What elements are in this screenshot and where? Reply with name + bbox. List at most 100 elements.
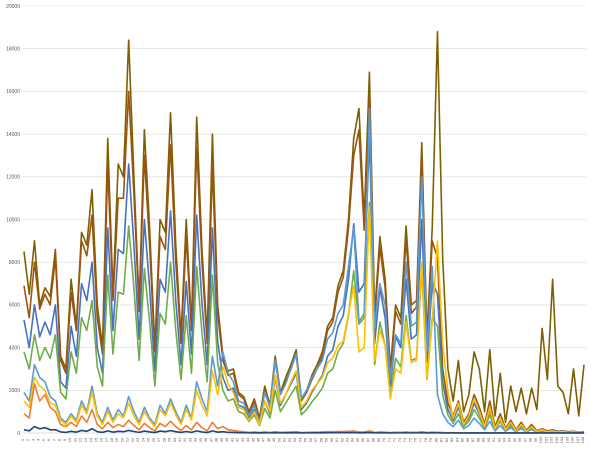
- x-tick-label: 95: [512, 437, 517, 442]
- y-tick-label: 4000: [9, 345, 20, 351]
- x-tick-label: 26: [151, 437, 156, 442]
- y-tick-label: 0: [17, 431, 20, 437]
- x-tick-label: 107: [575, 436, 580, 443]
- x-tick-label: 13: [83, 437, 88, 442]
- x-tick-label: 105: [564, 436, 569, 443]
- x-tick-label: 85: [460, 437, 465, 442]
- x-tick-label: 8: [57, 438, 62, 441]
- x-tick-label: 65: [355, 437, 360, 442]
- x-tick-label: 28: [161, 437, 166, 442]
- x-tick-label: 67: [365, 437, 370, 442]
- y-tick-label: 14000: [6, 132, 20, 138]
- x-tick-label: 82: [444, 437, 449, 442]
- x-tick-label: 11: [72, 437, 77, 442]
- x-tick-label: 59: [324, 437, 329, 442]
- x-tick-label: 62: [339, 437, 344, 442]
- x-tick-label: 70: [381, 437, 386, 442]
- x-tick-label: 94: [507, 437, 512, 442]
- x-tick-label: 102: [549, 436, 554, 443]
- x-tick-label: 71: [386, 437, 391, 442]
- x-tick-label: 15: [93, 437, 98, 442]
- series-line-4: [23, 201, 585, 434]
- x-axis: 1 2 3 4 5 6 7 8 9 10 11 12 13 14 15 16 17 18 19 20 21 22 23 24 2…: [20, 436, 585, 443]
- x-tick-label: 45: [250, 437, 255, 442]
- x-tick-label: 37: [208, 437, 213, 442]
- x-tick-label: 46: [256, 437, 261, 442]
- x-tick-label: 92: [496, 437, 501, 442]
- x-tick-label: 52: [287, 437, 292, 442]
- x-tick-label: 103: [554, 436, 559, 443]
- x-tick-label: 69: [376, 437, 381, 442]
- y-tick-label: 8000: [9, 260, 20, 266]
- x-tick-label: 56: [308, 437, 313, 442]
- x-tick-label: 51: [282, 437, 287, 442]
- x-tick-label: 74: [402, 437, 407, 442]
- x-tick-label: 29: [167, 437, 172, 442]
- series-line-6: [23, 205, 585, 434]
- x-tick-label: 72: [392, 437, 397, 442]
- x-tick-label: 75: [407, 437, 412, 442]
- x-tick-label: 83: [449, 437, 454, 442]
- x-tick-label: 78: [423, 437, 428, 442]
- x-tick-label: 32: [182, 437, 187, 442]
- series-line-2: [23, 90, 585, 433]
- x-tick-label: 2: [25, 438, 30, 441]
- x-tick-label: 6: [46, 438, 51, 441]
- x-tick-label: 58: [318, 437, 323, 442]
- x-tick-label: 61: [334, 437, 339, 442]
- x-tick-label: 24: [140, 437, 145, 442]
- x-tick-label: 41: [229, 437, 234, 442]
- x-tick-label: 101: [543, 436, 548, 443]
- x-tick-label: 66: [360, 437, 365, 442]
- x-tick-label: 7: [51, 438, 56, 441]
- x-tick-label: 84: [454, 437, 459, 442]
- gridlines: [22, 5, 586, 434]
- x-tick-label: 63: [344, 437, 349, 442]
- x-tick-label: 42: [235, 437, 240, 442]
- x-tick-label: 57: [313, 437, 318, 442]
- x-tick-label: 17: [104, 437, 109, 442]
- x-tick-label: 12: [78, 437, 83, 442]
- x-tick-label: 10: [67, 437, 72, 442]
- x-tick-label: 106: [570, 436, 575, 443]
- series-line-8: [23, 425, 584, 434]
- x-tick-label: 4: [36, 438, 41, 441]
- x-tick-label: 99: [533, 437, 538, 442]
- x-tick-label: 89: [481, 437, 486, 442]
- x-tick-label: 19: [114, 437, 119, 442]
- x-tick-label: 43: [240, 437, 245, 442]
- x-tick-label: 48: [266, 437, 271, 442]
- x-tick-label: 49: [271, 437, 276, 442]
- x-tick-label: 77: [418, 437, 423, 442]
- x-tick-label: 60: [329, 437, 334, 442]
- x-tick-label: 90: [486, 437, 491, 442]
- x-tick-label: 33: [187, 437, 192, 442]
- x-tick-label: 100: [538, 436, 543, 443]
- series-group: [23, 30, 585, 434]
- x-tick-label: 18: [109, 437, 114, 442]
- x-tick-label: 36: [203, 437, 208, 442]
- x-tick-label: 21: [125, 437, 130, 442]
- x-tick-label: 35: [198, 437, 203, 442]
- x-tick-label: 50: [276, 437, 281, 442]
- x-tick-label: 39: [219, 437, 224, 442]
- x-tick-label: 22: [130, 437, 135, 442]
- x-tick-label: 73: [397, 437, 402, 442]
- x-tick-label: 104: [559, 436, 564, 443]
- x-tick-label: 47: [261, 437, 266, 442]
- x-tick-label: 34: [193, 437, 198, 442]
- y-tick-label: 18000: [6, 47, 20, 53]
- x-tick-label: 14: [88, 437, 93, 442]
- y-tick-label: 16000: [6, 89, 20, 95]
- x-tick-label: 76: [413, 437, 418, 442]
- x-tick-label: 108: [580, 436, 585, 443]
- x-tick-label: 79: [428, 437, 433, 442]
- x-tick-label: 23: [135, 437, 140, 442]
- x-tick-label: 55: [303, 437, 308, 442]
- x-tick-label: 54: [297, 437, 302, 442]
- x-tick-label: 53: [292, 437, 297, 442]
- x-tick-label: 9: [62, 438, 67, 441]
- x-tick-label: 68: [371, 437, 376, 442]
